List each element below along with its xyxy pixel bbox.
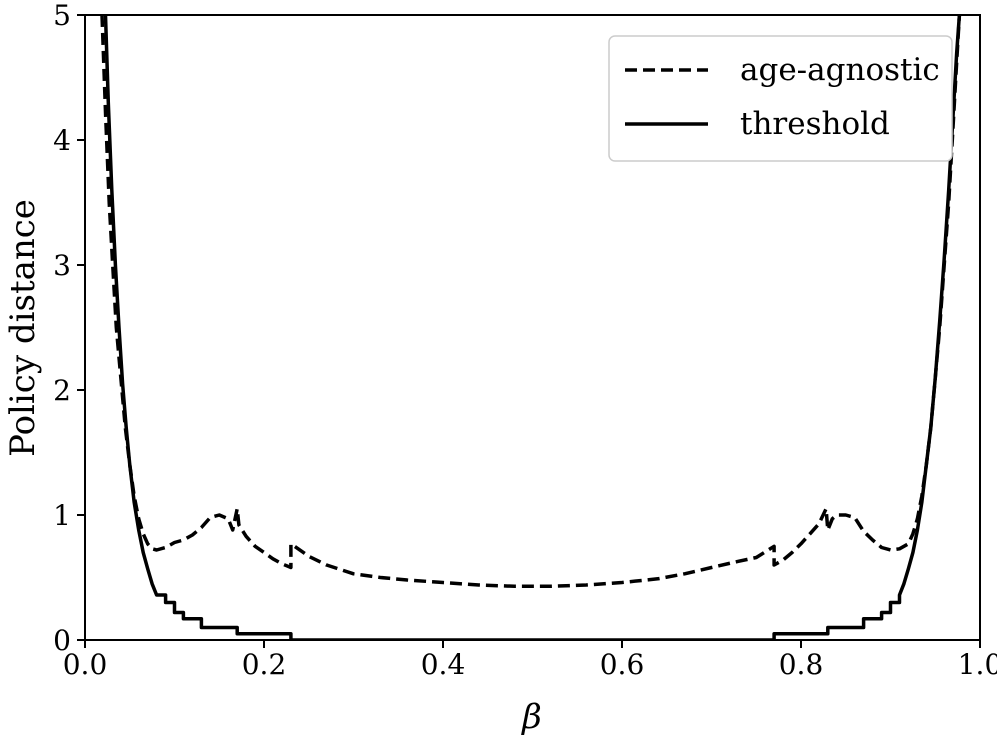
x-tick-label: 0.6 [600, 648, 645, 681]
plot-frame [84, 14, 981, 641]
x-tick-label: 1.0 [958, 648, 997, 681]
legend-label-threshold: threshold [740, 106, 890, 142]
x-tick-label: 0.4 [421, 648, 466, 681]
y-tick-label: 5 [53, 0, 71, 32]
series-line-threshold [103, 15, 962, 640]
x-tick-label: 0.2 [242, 648, 287, 681]
y-tick-label: 0 [53, 624, 71, 657]
y-tick-label: 3 [53, 249, 71, 282]
x-tick-label: 0.0 [63, 648, 108, 681]
legend-box [608, 35, 953, 162]
series-line-age-agnostic [100, 15, 962, 589]
y-axis-label: Policy distance [3, 199, 43, 457]
legend: age-agnostic threshold [608, 35, 953, 162]
x-axis-label: β [520, 697, 542, 737]
y-tick-label: 1 [53, 499, 71, 532]
legend-label-age-agnostic: age-agnostic [740, 52, 940, 88]
x-tick-label: 0.8 [779, 648, 824, 681]
y-tick-label: 2 [53, 374, 71, 407]
y-tick-label: 4 [53, 124, 71, 157]
